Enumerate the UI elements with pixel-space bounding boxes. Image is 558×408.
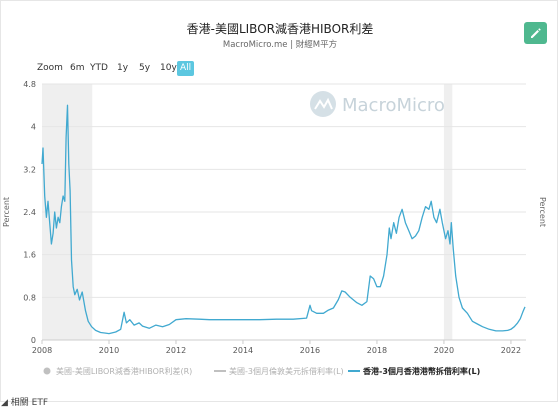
y-tick-label: 3.2 [23, 165, 36, 174]
y-tick-label: 2.4 [23, 208, 36, 217]
zoom-label: Zoom [37, 63, 63, 73]
chart-title: 香港-美國LIBOR減香港HIBOR利差 [186, 22, 374, 36]
zoom-6m-button[interactable]: 6m [70, 63, 85, 73]
legend-item-0[interactable]: 美國-美國LIBOR減香港HIBOR利差(R) [43, 366, 193, 376]
pencil-icon [531, 28, 541, 38]
legend-label: 香港-3個月香港港幣拆借利率(L) [362, 366, 480, 376]
zoom-1y-button[interactable]: 1y [117, 63, 129, 73]
series-line-2 [41, 104, 526, 335]
x-tick-label: 2022 [501, 346, 521, 355]
edit-button[interactable] [524, 22, 547, 44]
x-tick-label: 2012 [166, 346, 186, 355]
legend-item-1[interactable]: 美國-3個月倫敦美元拆借利率(L) [214, 366, 344, 376]
y-tick-label: 4 [31, 123, 36, 132]
y-tick-label: 4.8 [23, 80, 36, 89]
watermark-text: MacroMicro [342, 95, 445, 116]
x-tick-label: 2018 [367, 346, 387, 355]
legend-item-2[interactable]: 香港-3個月香港港幣拆借利率(L) [348, 366, 480, 376]
legend-label: 美國-3個月倫敦美元拆借利率(L) [229, 366, 344, 376]
chart-subtitle: MacroMicro.me | 財經M平方 [222, 40, 338, 50]
x-tick-label: 2014 [233, 346, 253, 355]
x-tick-label: 2016 [300, 346, 320, 355]
y-tick-label: 0.8 [23, 293, 36, 302]
y-tick-label: 1.6 [23, 251, 36, 260]
y-tick-label: 0 [31, 336, 36, 345]
zoom-5y-button[interactable]: 5y [139, 63, 151, 73]
zoom-all-button[interactable]: All [177, 61, 195, 76]
y-axis-title-left: Percent [2, 197, 11, 227]
watermark: MacroMicro [310, 91, 445, 117]
zoom-ytd-button[interactable]: YTD [90, 63, 108, 73]
legend-label: 美國-美國LIBOR減香港HIBOR利差(R) [56, 366, 192, 376]
legend-marker [43, 367, 51, 375]
x-tick-label: 2008 [32, 346, 52, 355]
zoom-10y-button[interactable]: 10y [160, 63, 177, 73]
x-tick-label: 2020 [434, 346, 454, 355]
x-tick-label: 2010 [99, 346, 119, 355]
y-axis-title-right: Percent [538, 197, 547, 227]
